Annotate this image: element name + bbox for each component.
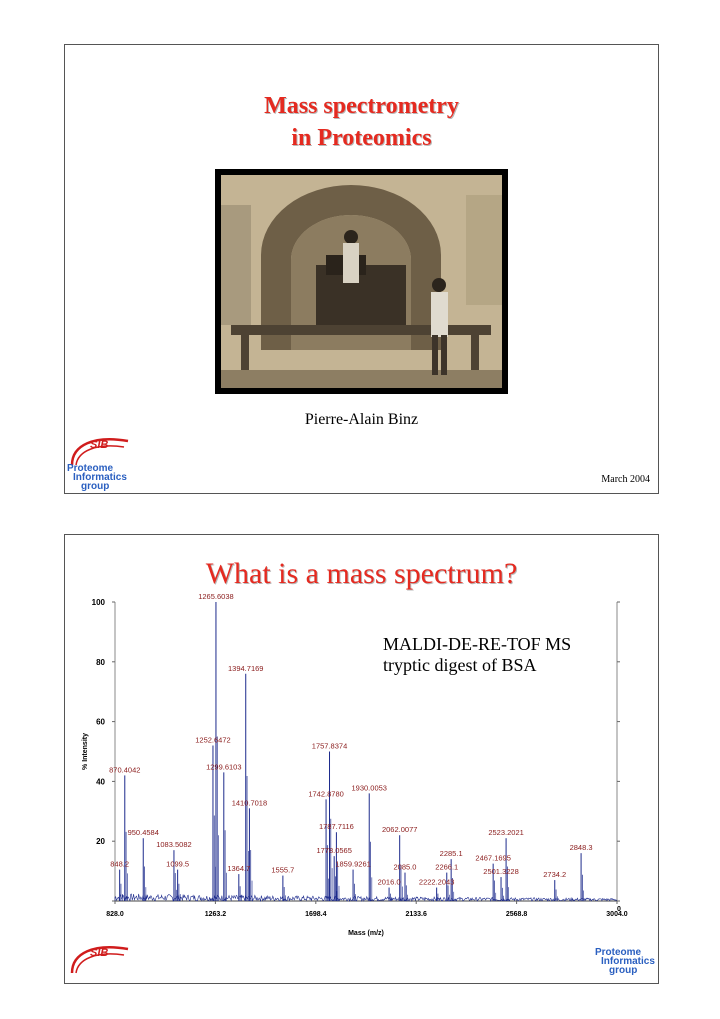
peak-label: 2523.2021 (488, 828, 523, 837)
logo-text-proteome: Proteome (67, 463, 114, 474)
peak-label: 1778.0565 (316, 846, 351, 855)
peak-label: 2734.2 (543, 870, 566, 879)
peak-label: 2016.0 (378, 878, 401, 887)
x-axis-label: Mass (m/z) (348, 930, 384, 937)
x-tick-label: 2568.8 (506, 911, 528, 918)
peak-label: 1859.9261 (335, 860, 370, 869)
y-tick-label: 60 (96, 718, 105, 727)
x-tick-label: 1263.2 (205, 911, 227, 918)
peak-label: 950.4584 (128, 828, 159, 837)
mass-spectrum-chart: 848.2 870.4042 950.4584 1083.5082 1099.5 1252… (82, 592, 628, 937)
y-tick-label: 40 (96, 777, 105, 786)
peak-label: 848.2 (110, 860, 129, 869)
slide-title-line-2: in Proteomics (291, 125, 432, 151)
y-tick-label: 100 (92, 598, 106, 607)
peak-label: 1083.5082 (156, 840, 191, 849)
proteome-informatics-logo-2: Proteome Informatics group (595, 947, 655, 980)
peak-label: 1757.8374 (312, 742, 347, 751)
slide-1: Mass spectrometry in Proteomics (64, 44, 659, 494)
peak-label: 1265.6038 (198, 592, 233, 601)
photo-illustration (221, 175, 502, 388)
chart-axes (112, 601, 620, 904)
sib-logo-icon (70, 438, 129, 466)
peak-label: 2467.1695 (475, 854, 510, 863)
sib-logo-text: SIB (90, 439, 109, 451)
slide-title-line-1: Mass spectrometry (264, 93, 459, 119)
peak-label: 2266.1 (435, 863, 458, 872)
peak-label: 2062.0077 (382, 825, 417, 834)
proteome-informatics-logo: Proteome Informatics group (67, 463, 127, 496)
peak-label: 2085.0 (394, 863, 417, 872)
x-tick-label: 828.0 (106, 911, 124, 918)
tick-labels: 100 80 60 40 20 0 828.0 1263.2 1698.4 2133.6 2568.… (82, 598, 628, 937)
peak-label: 1394.7169 (228, 664, 263, 673)
x-tick-label: 2133.6 (405, 911, 427, 918)
peak-label: 2285.1 (440, 849, 463, 858)
peak-labels: 848.2 870.4042 950.4584 1083.5082 1099.5 1252… (109, 592, 592, 887)
peak-label: 2501.3228 (483, 867, 518, 876)
logo-text-group: group (609, 965, 638, 976)
peak-label: 1364.7 (227, 864, 250, 873)
peak-label: 2222.2043 (419, 878, 454, 887)
historic-photo (215, 169, 508, 394)
sib-logo-2: SIB (68, 939, 132, 989)
peak-label: 1930.0053 (352, 783, 387, 792)
spectrum-trace (114, 602, 618, 903)
peak-label: 1742.8780 (308, 789, 343, 798)
presentation-date: March 2004 (601, 474, 650, 485)
peak-label: 1299.6103 (206, 762, 241, 771)
peak-label: 1787.7116 (319, 822, 354, 831)
peak-label: 1410.7018 (232, 798, 267, 807)
baseline-noise (114, 893, 618, 903)
logo-text-group: group (81, 481, 110, 492)
sib-logo: SIB (68, 431, 132, 481)
logo-text-informatics: Informatics (601, 956, 655, 967)
slide-2: What is a mass spectrum? MALDI-DE-RE-TOF… (64, 534, 659, 984)
sib-logo-text: SIB (90, 947, 109, 959)
sib-logo-icon (70, 946, 129, 974)
peak-label: 2848.3 (570, 843, 593, 852)
logo-text-proteome: Proteome (595, 947, 642, 958)
author-name: Pierre-Alain Binz (304, 411, 419, 428)
logo-text-informatics: Informatics (73, 472, 127, 483)
peak-label: 870.4042 (109, 765, 140, 774)
x-tick-label: 3004.0 (606, 911, 628, 918)
y-axis-label: % Intensity (82, 733, 89, 770)
description-line-2: tryptic digest of BSA (383, 655, 537, 675)
slide-title: What is a mass spectrum? (205, 557, 518, 590)
peak-label: 1099.5 (166, 860, 189, 869)
y-tick-label: 80 (96, 658, 105, 667)
peak-label: 1252.6472 (195, 736, 230, 745)
photo-mass-spectrometer-image (221, 175, 502, 388)
y-tick-label: 0 (617, 906, 621, 913)
x-tick-label: 1698.4 (305, 911, 327, 918)
description-line-1: MALDI-DE-RE-TOF MS (383, 634, 572, 654)
y-tick-label: 20 (96, 837, 105, 846)
peak-label: 1555.7 (271, 866, 294, 875)
